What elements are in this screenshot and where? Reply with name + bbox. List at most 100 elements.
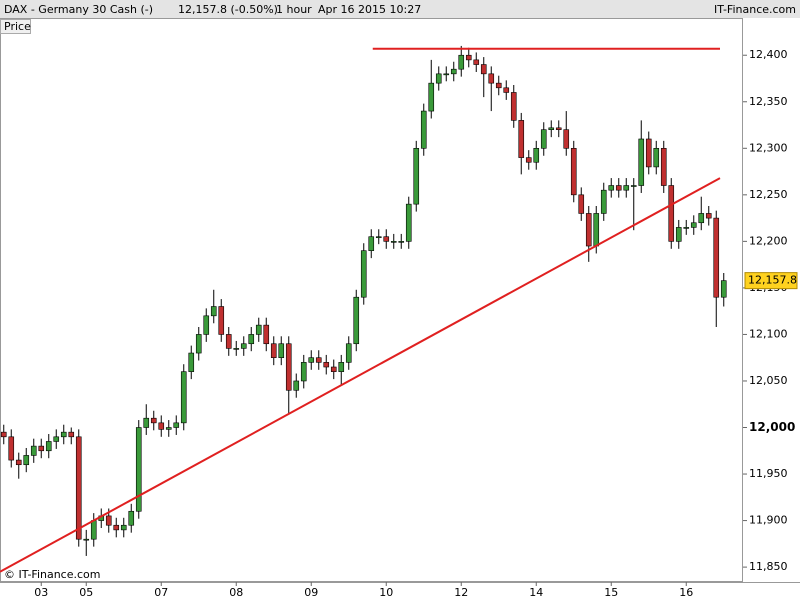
candle-body bbox=[143, 417, 150, 428]
candle-body bbox=[30, 445, 37, 456]
candle-body bbox=[480, 64, 487, 75]
candle-body bbox=[255, 324, 262, 335]
candle-body bbox=[570, 147, 577, 196]
candle-body bbox=[23, 455, 30, 466]
x-tick-label: 08 bbox=[229, 586, 243, 599]
candle-body bbox=[203, 315, 210, 335]
y-tick-label: 12,100 bbox=[749, 327, 788, 340]
candle-body bbox=[240, 343, 247, 349]
candle-body bbox=[578, 194, 585, 214]
candle-body bbox=[405, 203, 412, 242]
candle-body bbox=[285, 343, 292, 391]
candle-body bbox=[263, 324, 270, 345]
trend-line bbox=[0, 177, 721, 573]
candle-body bbox=[15, 459, 22, 466]
candle-body bbox=[150, 417, 157, 424]
y-tick-label: 12,350 bbox=[749, 95, 788, 108]
panel-tab bbox=[0, 19, 31, 34]
candle-body bbox=[8, 436, 15, 461]
candle-body bbox=[720, 280, 727, 298]
header-bar bbox=[0, 0, 800, 18]
candle-body bbox=[615, 185, 622, 191]
candle-body bbox=[540, 129, 547, 149]
candle-body bbox=[158, 422, 165, 430]
candle-body bbox=[83, 538, 90, 541]
candle-body bbox=[473, 59, 480, 65]
candle-body bbox=[458, 54, 465, 70]
candle-body bbox=[60, 431, 67, 438]
x-tick-label: 05 bbox=[79, 586, 93, 599]
x-tick-label: 12 bbox=[454, 586, 468, 599]
candle-body bbox=[225, 334, 232, 349]
candle-body bbox=[548, 127, 555, 130]
candle-body bbox=[668, 185, 675, 242]
panel-label: Price bbox=[4, 20, 31, 33]
candle-body bbox=[555, 127, 562, 130]
y-tick-label: 12,200 bbox=[749, 234, 788, 247]
candle-body bbox=[503, 87, 510, 93]
candle-body bbox=[375, 236, 382, 239]
candle-body bbox=[495, 82, 502, 89]
candle-body bbox=[218, 306, 225, 335]
candle-body bbox=[330, 366, 337, 372]
candle-body bbox=[413, 147, 420, 205]
candle-body bbox=[428, 82, 435, 112]
candle-body bbox=[420, 110, 427, 149]
candle-body bbox=[630, 185, 637, 187]
last-price-box bbox=[744, 272, 798, 290]
candle-body bbox=[53, 436, 60, 442]
candle-body bbox=[293, 380, 300, 391]
candle-body bbox=[645, 138, 652, 168]
y-tick-label: 11,950 bbox=[749, 467, 788, 480]
candle-body bbox=[518, 120, 525, 158]
candle-body bbox=[38, 445, 45, 452]
candle-body bbox=[398, 241, 405, 243]
candle-body bbox=[435, 73, 442, 84]
candle-body bbox=[450, 68, 457, 75]
x-tick-label: 14 bbox=[529, 586, 543, 599]
candle-body bbox=[593, 213, 600, 247]
timestamp: Apr 16 2015 10:27 bbox=[318, 3, 421, 16]
candle-body bbox=[390, 241, 397, 243]
candle-body bbox=[488, 73, 495, 84]
candle-body bbox=[68, 431, 75, 438]
candle-body bbox=[0, 431, 7, 438]
candle-body bbox=[683, 227, 690, 229]
quote: 12,157.8 (-0.50%) bbox=[178, 3, 278, 16]
candle-body bbox=[360, 250, 367, 298]
x-tick-label: 03 bbox=[34, 586, 48, 599]
x-tick-label: 09 bbox=[304, 586, 318, 599]
candle-body bbox=[660, 147, 667, 186]
x-tick-label: 07 bbox=[154, 586, 168, 599]
candle-body bbox=[533, 147, 540, 163]
candle-body bbox=[675, 227, 682, 242]
candle-body bbox=[443, 73, 450, 76]
candle-body bbox=[188, 352, 195, 372]
candle-body bbox=[165, 427, 172, 430]
candle-body bbox=[45, 441, 52, 452]
y-tick-label: 12,050 bbox=[749, 374, 788, 387]
candle-body bbox=[105, 515, 112, 526]
candle-body bbox=[525, 157, 532, 163]
candle-body bbox=[323, 362, 330, 368]
instrument: DAX - Germany 30 Cash (-) bbox=[4, 3, 153, 16]
candle-body bbox=[600, 189, 607, 214]
candle-body bbox=[368, 236, 375, 251]
candle-body bbox=[75, 436, 82, 540]
candle-body bbox=[300, 362, 307, 382]
candle-body bbox=[210, 306, 217, 317]
last-price-label: 12,157.8 bbox=[748, 274, 797, 287]
candle-body bbox=[383, 236, 390, 242]
watermark: © IT-Finance.com bbox=[4, 568, 101, 581]
y-tick-label: 11,900 bbox=[749, 514, 788, 527]
candle-body bbox=[278, 343, 285, 359]
candle-body bbox=[638, 138, 645, 186]
candle-body bbox=[698, 213, 705, 224]
plot-area bbox=[0, 18, 743, 582]
candle-body bbox=[353, 296, 360, 345]
candle-body bbox=[195, 334, 202, 354]
y-tick-label: 12,250 bbox=[749, 188, 788, 201]
candle-body bbox=[135, 427, 142, 512]
candle-body bbox=[713, 217, 720, 298]
